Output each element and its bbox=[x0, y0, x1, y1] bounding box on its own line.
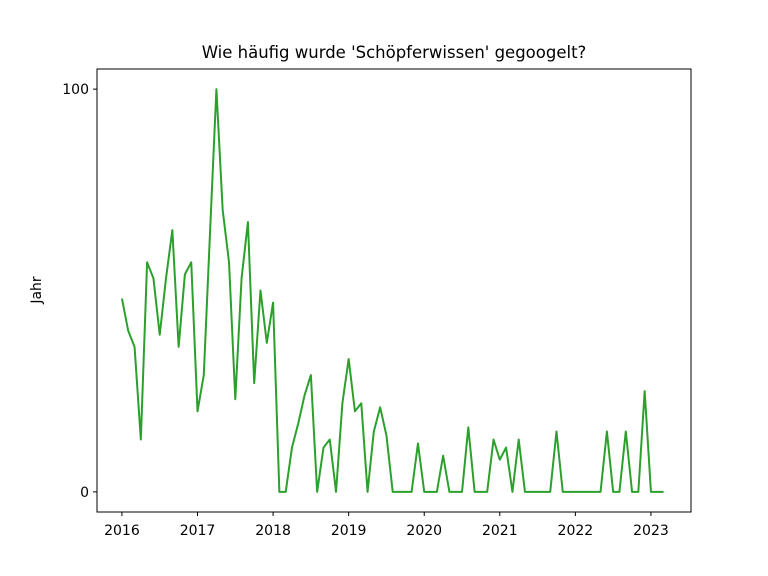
y-tick-label: 100 bbox=[62, 82, 89, 98]
y-tick-label: 0 bbox=[80, 485, 89, 501]
x-tick-label: 2023 bbox=[633, 523, 669, 539]
chart-title: Wie häufig wurde 'Schöpferwissen' gegoog… bbox=[202, 43, 587, 62]
x-tick-label: 2017 bbox=[180, 523, 216, 539]
x-tick-label: 2016 bbox=[104, 523, 140, 539]
x-tick-label: 2020 bbox=[406, 523, 442, 539]
data-line bbox=[120, 88, 664, 493]
plot-frame bbox=[96, 68, 692, 513]
x-tick-label: 2018 bbox=[255, 523, 291, 539]
x-tick-label: 2021 bbox=[482, 523, 518, 539]
y-axis-label: Jahr bbox=[29, 276, 45, 305]
x-tick-label: 2022 bbox=[558, 523, 594, 539]
x-tick-label: 2019 bbox=[331, 523, 367, 539]
